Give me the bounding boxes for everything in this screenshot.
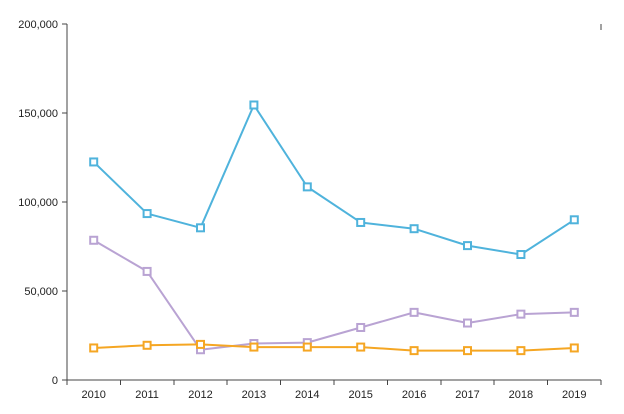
data-point — [569, 215, 579, 225]
data-point — [356, 342, 366, 352]
data-point — [142, 340, 152, 350]
data-point — [249, 100, 259, 110]
series-line — [92, 239, 576, 351]
data-point — [516, 250, 526, 260]
series-line — [92, 103, 576, 256]
data-point — [89, 343, 99, 353]
data-point — [196, 339, 205, 349]
data-point — [302, 182, 312, 192]
x-axis-ticks: 2010 2011 2012 2013 2014 2015 2016 2017 2018 2019 — [66, 380, 602, 401]
y-tick-label: 0 — [52, 375, 58, 387]
y-tick-label: 100,000 — [18, 197, 58, 209]
data-point — [569, 307, 579, 317]
series-3 — [89, 339, 579, 356]
series-2 — [89, 235, 579, 355]
x-tick-label: 2019 — [562, 389, 586, 401]
data-point — [196, 223, 205, 233]
data-point — [142, 209, 152, 219]
y-axis-ticks: 0 50,000 100,000 150,000 200,000 — [18, 19, 67, 387]
x-tick-label: 2018 — [509, 389, 533, 401]
data-point — [302, 342, 312, 352]
series-1 — [89, 100, 579, 260]
x-tick-label: 2013 — [242, 389, 266, 401]
data-point — [409, 224, 419, 234]
data-point — [142, 266, 152, 276]
data-point — [463, 318, 472, 328]
series-line — [92, 343, 576, 352]
data-point — [516, 346, 526, 356]
data-point — [409, 346, 419, 356]
x-tick-label: 2016 — [402, 389, 426, 401]
data-point — [409, 307, 419, 317]
y-tick-label: 200,000 — [18, 19, 58, 31]
data-point — [569, 343, 579, 353]
x-tick-label: 2015 — [348, 389, 372, 401]
axes — [66, 24, 602, 381]
data-point — [463, 241, 472, 251]
data-point — [356, 217, 366, 227]
series — [89, 100, 579, 356]
x-tick-label: 2017 — [455, 389, 479, 401]
data-point — [516, 309, 526, 319]
data-point — [356, 322, 366, 332]
x-tick-label: 2011 — [135, 389, 159, 401]
y-tick-label: 150,000 — [18, 108, 58, 120]
data-point — [463, 346, 472, 356]
x-tick-label: 2014 — [295, 389, 319, 401]
data-point — [89, 157, 99, 167]
y-tick-label: 50,000 — [24, 286, 58, 298]
x-tick-label: 2010 — [81, 389, 105, 401]
x-tick-label: 2012 — [188, 389, 212, 401]
data-point — [249, 342, 259, 352]
data-point — [89, 235, 99, 245]
